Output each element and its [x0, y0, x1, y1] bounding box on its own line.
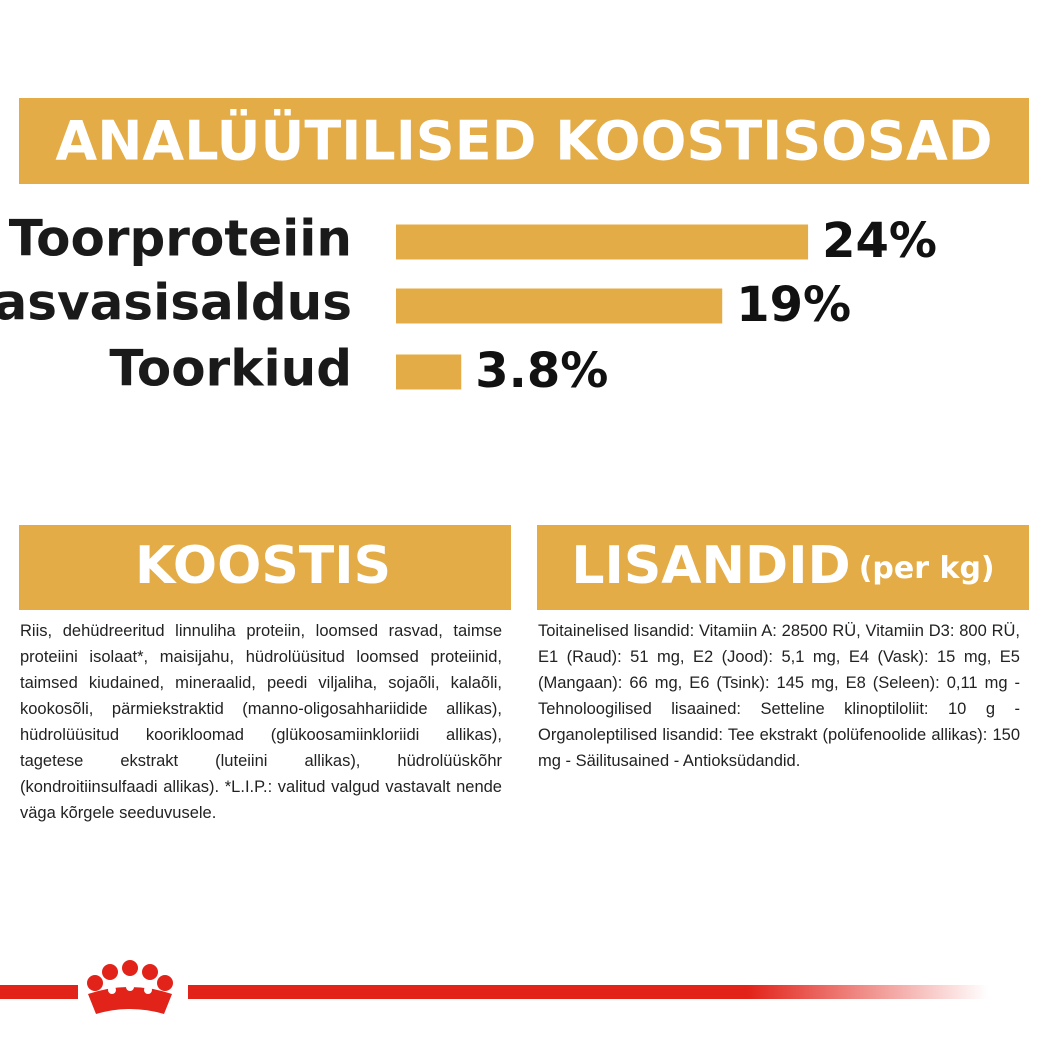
category-label: Rasvasisaldus [0, 274, 352, 332]
value-label: 19% [736, 277, 851, 333]
composition-text: Riis, dehüdreeritud linnuliha proteiin, … [20, 622, 502, 822]
footer-line [188, 985, 988, 999]
bar [396, 224, 809, 260]
value-label: 3.8% [475, 343, 608, 399]
additives-title-sub: (per kg) [859, 551, 995, 586]
composition-title: KOOSTIS [135, 536, 391, 596]
bar-chart: Toorproteiin 24% Rasvasisaldus 19% Toorkiud 3… [0, 210, 937, 400]
header-title: ANALÜÜTILISED KOOSTISOSAD [55, 110, 992, 173]
footer-line [0, 985, 78, 999]
category-label: Toorproteiin [9, 210, 352, 268]
additives-text: Toitainelised lisandid: Vitamiin A: 2850… [538, 622, 1020, 770]
composition-band [19, 525, 511, 610]
category-label: Toorkiud [109, 340, 352, 398]
bar [396, 354, 462, 390]
additives-title-main: LISANDID [571, 536, 850, 596]
additives-band [537, 525, 1029, 610]
value-label: 24% [822, 213, 937, 269]
logo [87, 960, 173, 1014]
additives-title: LISANDID (per kg) [571, 536, 994, 596]
bar [396, 288, 723, 324]
header-band [19, 98, 1029, 184]
